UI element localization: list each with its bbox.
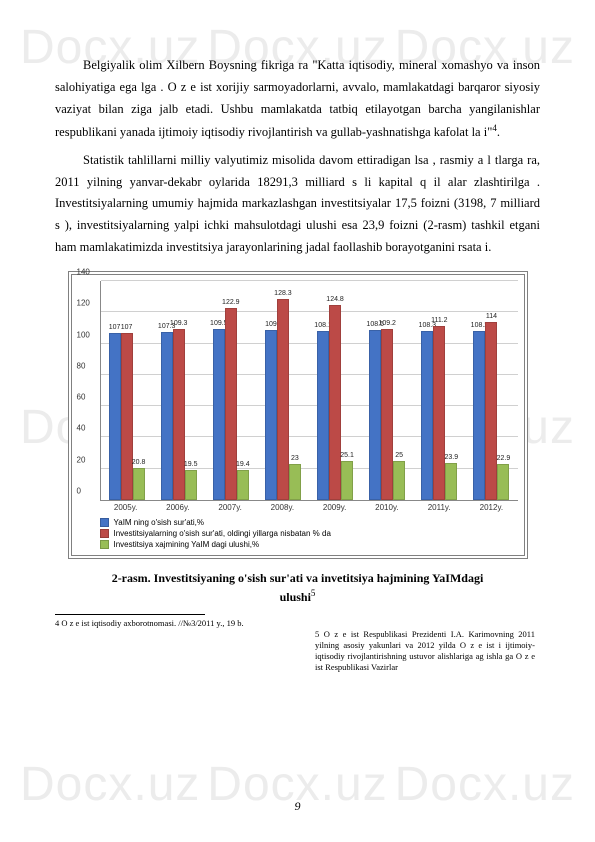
chart-y-label: 100 [77,330,90,339]
chart-bar-label: 22.9 [497,455,511,462]
chart-bar-label: 109 [265,321,277,328]
paragraph-2: Statistik tahlillarni milliy valyutimiz … [55,150,540,259]
chart-bar-label: 128.3 [274,290,292,297]
chart-x-label: 2008y. [256,503,308,512]
chart-legend-item: YaIM ning o'sish sur'ati,% [100,518,524,527]
chart-bar [109,333,121,500]
chart-y-label: 60 [77,393,86,402]
chart-bar-label: 122.9 [222,299,240,306]
chart-bar [421,331,433,500]
chart-legend-label: YaIM ning o'sish sur'ati,% [114,518,205,527]
chart-plot-area: 02040608010012014010710720.8107.3109.319… [100,281,518,501]
chart-bar-group: 107.3109.319.5 [153,281,205,500]
paragraph-2-text: Statistik tahlillarni milliy valyutimiz … [55,153,540,255]
chart-y-label: 80 [77,361,86,370]
chart-bar-label: 107 [109,324,121,331]
chart-bar [445,463,457,500]
chart-bar [265,330,277,501]
page-content: Belgiyalik olim Xilbern Boysning fikriga… [0,0,595,673]
chart-bar-label: 109.3 [170,320,188,327]
chart-legend-swatch [100,518,109,527]
chart-bar [433,326,445,500]
chart-bar-label: 23 [291,455,299,462]
chart-bar [329,305,341,500]
chart-bar [289,464,301,500]
footnote-5: 5 O z e ist Respublikasi Prezidenti I.A.… [315,629,535,673]
chart-bar-group: 107107 20.8 [101,281,153,500]
chart-y-label: 120 [77,299,90,308]
paragraph-1-text: Belgiyalik olim Xilbern Boysning fikriga… [55,58,540,139]
chart-bars: 10710720.8107.3109.319.5109.5122.919.410… [101,281,518,500]
chart-x-label: 2005y. [100,503,152,512]
chart-x-label: 2009y. [309,503,361,512]
chart-bar-label: 20.8 [132,459,146,466]
chart-bar-group: 108.211422.9 [465,281,517,500]
chart-bar-label: 23.9 [445,454,459,461]
chart-bar-group: 108.3111.223.9 [413,281,465,500]
chart-bar-label: 25.1 [340,452,354,459]
chart-x-label: 2007y. [204,503,256,512]
footnote-divider [55,614,205,615]
chart-bar-group: 108.1124.825.1 [309,281,361,500]
caption-line2: ulushi [280,590,311,604]
chart-x-label: 2010y. [361,503,413,512]
paragraph-1-end: . [497,125,500,139]
paragraph-1: Belgiyalik olim Xilbern Boysning fikriga… [55,55,540,144]
chart-y-label: 140 [77,268,90,277]
chart-bar [133,468,145,501]
chart-x-label: 2011y. [413,503,465,512]
chart-caption: 2-rasm. Investitsiyaning o'sish sur'ati … [55,569,540,606]
chart-bar-label: 25 [395,452,403,459]
footnote-4: 4 O z e ist iqtisodiy axborotnomasi. //№… [55,618,535,629]
chart-bar-label: 107 [121,324,133,331]
chart-container: 02040608010012014010710720.8107.3109.319… [68,271,528,559]
chart-bar-group: 109.5122.919.4 [205,281,257,500]
chart-bar [317,331,329,500]
chart-bar [185,470,197,501]
watermark: Docx.uz [395,757,575,812]
chart-legend-item: Investitsiyalarning o'sish sur'ati, oldi… [100,529,524,538]
chart-bar-label: 19.4 [236,461,250,468]
footnote-ref-5: 5 [311,588,316,598]
chart-bar [237,470,249,500]
chart-y-label: 20 [77,455,86,464]
chart-bar [173,329,185,500]
chart-x-label: 2012y. [465,503,517,512]
chart-bar-label: 124.8 [326,296,344,303]
chart-x-axis: 2005y.2006y.2007y.2008y.2009y.2010y.2011… [100,503,518,512]
chart-bar [213,329,225,500]
caption-line1: 2-rasm. Investitsiyaning o'sish sur'ati … [112,571,484,585]
chart-bar [497,464,509,500]
chart-bar [485,322,497,500]
chart-x-label: 2006y. [152,503,204,512]
page-number: 9 [295,799,301,814]
chart-legend-label: Investitsiyalarning o'sish sur'ati, oldi… [114,529,331,538]
chart-legend-swatch [100,540,109,549]
chart-bar-label: 19.5 [184,461,198,468]
chart-bar [161,332,173,500]
chart-bar [225,308,237,500]
chart-bar [393,461,405,500]
chart-bar [473,331,485,500]
chart-bar-label: 109.2 [378,320,396,327]
chart-legend: YaIM ning o'sish sur'ati,% Investitsiyala… [100,518,524,549]
chart-legend-label: Investitsiya xajmining YaIM dagi ulushi,… [114,540,260,549]
chart-bar-label: 111.2 [431,317,447,324]
chart-bar-group: 109 128.3 23 [257,281,309,500]
chart-bar [381,329,393,500]
watermark: Docx.uz [20,757,200,812]
chart-y-label: 40 [77,424,86,433]
chart-bar [341,461,353,500]
chart-bar-group: 108.5109.225 [361,281,413,500]
chart-bar-label: 114 [486,313,497,320]
chart-legend-swatch [100,529,109,538]
chart-y-label: 0 [77,487,81,496]
chart-bar [369,330,381,500]
chart-bar [121,333,133,500]
chart-legend-item: Investitsiya xajmining YaIM dagi ulushi,… [100,540,524,549]
chart-bar [277,299,289,500]
